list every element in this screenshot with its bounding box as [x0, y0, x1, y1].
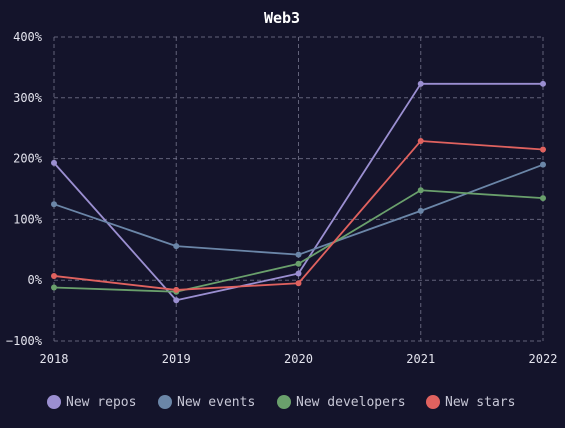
data-point[interactable] [51, 159, 57, 166]
legend-item[interactable]: New stars [426, 395, 515, 410]
legend-label: New repos [66, 395, 136, 410]
data-point[interactable] [417, 187, 424, 194]
legend-label: New events [177, 395, 255, 410]
data-point[interactable] [51, 284, 57, 291]
data-point[interactable] [540, 80, 546, 87]
legend-label: New stars [445, 395, 515, 410]
x-axis: 2018 2019 2020 2021 2022 [40, 352, 558, 366]
x-tick-label: 2021 [406, 352, 435, 366]
legend-item[interactable]: New developers [277, 395, 406, 410]
data-point[interactable] [295, 251, 302, 258]
data-point[interactable] [540, 161, 546, 168]
data-point[interactable] [295, 280, 302, 287]
data-point[interactable] [51, 272, 57, 279]
series-new-events [51, 161, 546, 258]
legend-label: New developers [296, 395, 406, 410]
series-new-repos [51, 80, 546, 304]
y-tick-label: 200% [13, 152, 43, 166]
data-point[interactable] [540, 195, 546, 202]
legend-item[interactable]: New events [158, 395, 255, 410]
data-point[interactable] [417, 137, 424, 144]
x-tick-label: 2018 [40, 352, 69, 366]
data-point[interactable] [51, 201, 57, 208]
x-tick-label: 2022 [529, 352, 558, 366]
y-tick-label: 0% [28, 273, 43, 287]
legend-swatch [47, 395, 61, 409]
x-tick-label: 2019 [162, 352, 191, 366]
chart-title: Web3 [264, 9, 300, 27]
series-new-stars [51, 137, 546, 293]
data-point[interactable] [173, 297, 180, 304]
legend-item[interactable]: New repos [47, 395, 136, 410]
data-point[interactable] [417, 207, 424, 214]
legend-swatch [277, 395, 291, 409]
data-point[interactable] [173, 286, 180, 293]
grid [53, 36, 544, 342]
legend-swatch [158, 395, 172, 409]
data-point[interactable] [295, 270, 302, 277]
y-tick-label: 400% [13, 30, 43, 44]
series-group [51, 80, 546, 304]
y-tick-label: 100% [13, 212, 43, 226]
legend-swatch [426, 395, 440, 409]
series-new-developers [51, 187, 546, 295]
data-point[interactable] [540, 146, 546, 153]
y-tick-label: 300% [13, 91, 43, 105]
y-tick-label: −100% [6, 334, 43, 348]
data-point[interactable] [417, 80, 424, 87]
y-axis: 400% 300% 200% 100% 0% −100% [6, 30, 43, 348]
legend: New repos New events New developers New sta… [47, 395, 515, 410]
x-tick-label: 2020 [284, 352, 313, 366]
data-point[interactable] [295, 260, 302, 267]
data-point[interactable] [173, 243, 180, 250]
